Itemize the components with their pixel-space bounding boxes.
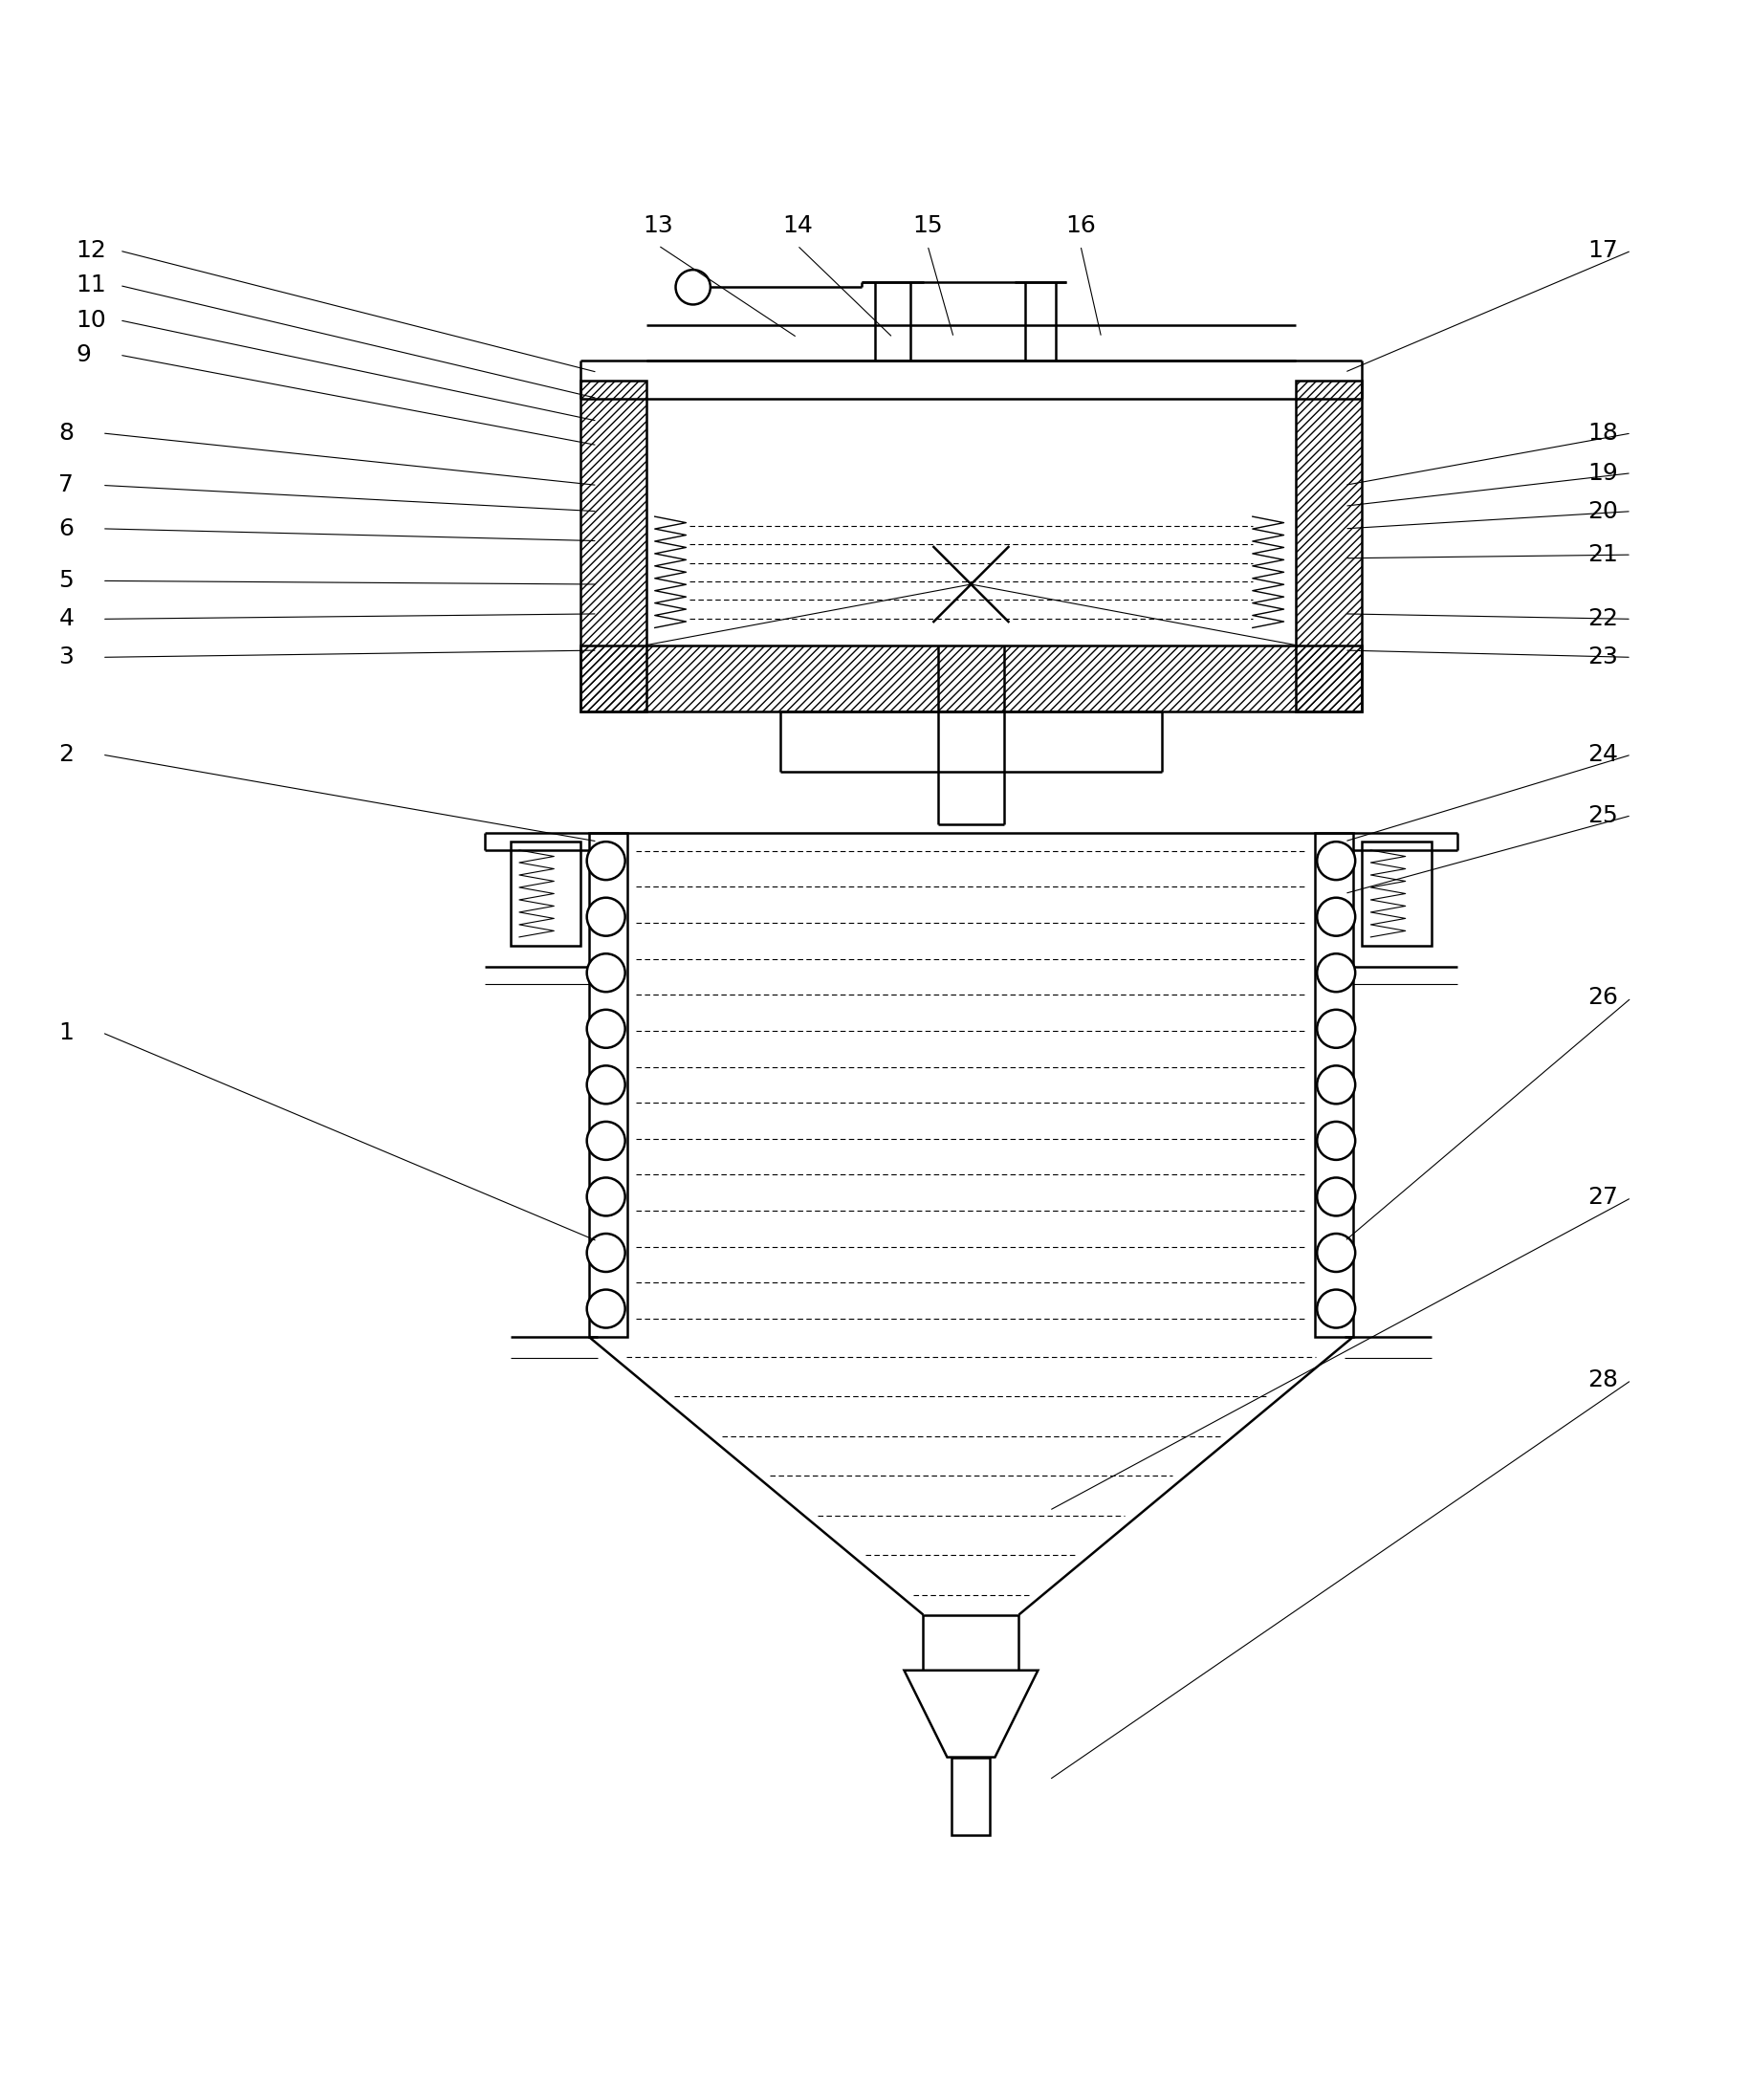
Circle shape	[1316, 1121, 1354, 1159]
Text: 11: 11	[75, 273, 107, 296]
Bar	[579, 645, 1362, 712]
Text: 14: 14	[782, 214, 812, 237]
Circle shape	[586, 1121, 625, 1159]
Text: 1: 1	[60, 1021, 74, 1044]
Text: 17: 17	[1587, 239, 1617, 262]
Text: 28: 28	[1587, 1369, 1617, 1392]
Bar	[952, 1758, 989, 1835]
Text: 16: 16	[1064, 214, 1095, 237]
Text: 10: 10	[75, 309, 107, 332]
Bar	[511, 842, 579, 945]
Circle shape	[586, 1010, 625, 1048]
Bar	[1295, 380, 1362, 712]
Circle shape	[586, 1289, 625, 1327]
Circle shape	[586, 1065, 625, 1105]
Text: 6: 6	[60, 517, 74, 540]
Text: 9: 9	[75, 344, 91, 365]
Circle shape	[1316, 1233, 1354, 1273]
Circle shape	[586, 1233, 625, 1273]
Text: 26: 26	[1587, 987, 1617, 1010]
Text: 3: 3	[60, 647, 74, 668]
Bar	[922, 1615, 1018, 1669]
Bar	[579, 380, 646, 712]
Text: 25: 25	[1587, 804, 1617, 827]
Bar	[579, 380, 646, 712]
Text: 7: 7	[60, 475, 74, 498]
Circle shape	[586, 842, 625, 880]
Bar	[646, 399, 1295, 645]
Circle shape	[1316, 1010, 1354, 1048]
Circle shape	[1316, 1065, 1354, 1105]
Circle shape	[1316, 953, 1354, 991]
Text: 8: 8	[60, 422, 74, 445]
Text: 19: 19	[1587, 462, 1617, 485]
Text: 13: 13	[642, 214, 674, 237]
Text: 22: 22	[1587, 607, 1617, 630]
Circle shape	[1316, 897, 1354, 937]
Circle shape	[586, 953, 625, 991]
Bar	[1295, 380, 1362, 712]
Circle shape	[586, 897, 625, 937]
Text: 15: 15	[912, 214, 942, 237]
Text: 27: 27	[1587, 1186, 1617, 1210]
Bar	[1314, 834, 1353, 1338]
Circle shape	[1316, 1289, 1354, 1327]
Text: 12: 12	[75, 239, 107, 262]
Circle shape	[1316, 842, 1354, 880]
Text: 5: 5	[60, 569, 74, 592]
Text: 18: 18	[1587, 422, 1617, 445]
Bar	[1362, 842, 1431, 945]
Text: 24: 24	[1587, 743, 1617, 766]
Circle shape	[586, 1178, 625, 1216]
Text: 2: 2	[60, 743, 74, 766]
Text: 20: 20	[1587, 500, 1617, 523]
Circle shape	[1316, 1178, 1354, 1216]
Circle shape	[676, 269, 710, 304]
Text: 23: 23	[1587, 647, 1617, 668]
Text: 21: 21	[1587, 544, 1617, 567]
Polygon shape	[903, 1670, 1038, 1758]
Bar	[579, 645, 1362, 712]
Text: 4: 4	[60, 607, 74, 630]
Bar	[588, 834, 626, 1338]
